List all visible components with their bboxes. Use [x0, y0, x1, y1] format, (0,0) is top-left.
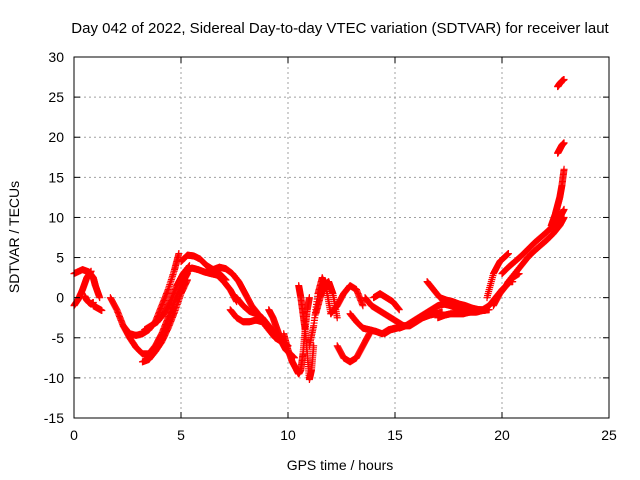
x-tick-label: 15: [387, 427, 403, 443]
y-tick-label: 5: [56, 250, 64, 266]
x-axis-label: GPS time / hours: [287, 457, 394, 473]
series-sat-ae: [498, 205, 568, 278]
series-sat-d: [89, 302, 106, 315]
data-point: [87, 267, 95, 275]
series-sat-w: [370, 290, 403, 314]
y-tick-label: 10: [48, 209, 64, 225]
series-sat-p: [295, 282, 318, 383]
data-point: [96, 294, 104, 302]
data-point: [560, 139, 568, 147]
data-point: [359, 302, 367, 310]
series-sat-k: [209, 263, 262, 318]
plot-frame: [73, 56, 610, 419]
data-point: [175, 250, 183, 258]
y-tick-label: -15: [44, 410, 64, 426]
y-axis-label: SDTVAR / TECUs: [6, 181, 22, 293]
series-sat-ah: [554, 139, 568, 157]
x-tick-label: 10: [280, 427, 296, 443]
chart-title: Day 042 of 2022, Sidereal Day-to-day VTE…: [71, 20, 609, 37]
series-sat-af: [504, 213, 568, 286]
data-point: [560, 205, 568, 213]
grid: [74, 57, 609, 418]
series-sat-t: [333, 330, 373, 366]
series-sat-ai: [554, 75, 568, 91]
data-point: [560, 165, 568, 173]
series-sat-f: [119, 270, 191, 358]
data-point: [183, 276, 191, 284]
data-point: [333, 314, 341, 322]
series-sat-ag: [547, 165, 568, 229]
x-tick-label: 0: [70, 427, 78, 443]
y-tick-label: -10: [44, 370, 64, 386]
axis-ticks: 0 5 10 15 20 25 -15 -10 -5 0 5 10 15 20 25 30: [44, 49, 617, 443]
y-tick-label: 25: [48, 89, 64, 105]
data-point: [504, 250, 512, 258]
y-tick-label: 15: [48, 169, 64, 185]
x-tick-label: 5: [177, 427, 185, 443]
y-tick-label: 0: [56, 290, 64, 306]
data-point: [395, 306, 403, 314]
series-sat-g: [138, 276, 191, 366]
y-tick-label: 30: [48, 49, 64, 65]
data-point: [560, 213, 568, 221]
data-points: [70, 75, 568, 383]
series-sat-ac: [483, 250, 512, 302]
data-point: [98, 307, 106, 315]
x-tick-label: 20: [494, 427, 510, 443]
y-tick-label: 20: [48, 129, 64, 145]
x-tick-label: 25: [601, 427, 617, 443]
data-point: [305, 294, 313, 302]
y-tick-label: -5: [52, 330, 65, 346]
data-point: [560, 75, 568, 83]
